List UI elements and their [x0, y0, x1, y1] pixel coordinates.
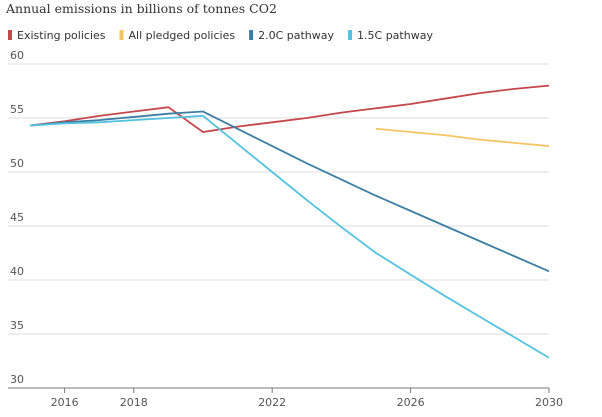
y-tick-label: 35 [10, 319, 24, 332]
y-tick-label: 40 [10, 265, 24, 278]
y-tick-label: 45 [10, 211, 24, 224]
series-line [29, 114, 550, 359]
series-line [29, 110, 550, 273]
series-line [375, 127, 550, 147]
y-tick-label: 55 [10, 103, 24, 116]
x-tick-label: 2022 [258, 396, 286, 409]
legend-label: 2.0C pathway [258, 29, 334, 42]
legend-label: All pledged policies [129, 29, 236, 42]
chart-title: Annual emissions in billions of tonnes C… [5, 1, 277, 16]
legend-swatch [119, 30, 124, 40]
series-line [29, 84, 550, 133]
legend-swatch [8, 30, 12, 40]
y-tick-label: 30 [10, 373, 24, 386]
legend-label: 1.5C pathway [357, 29, 433, 42]
x-tick-label: 2030 [535, 396, 563, 409]
y-tick-label: 50 [10, 157, 24, 170]
x-tick-label: 2026 [397, 396, 425, 409]
legend-swatch [348, 30, 353, 40]
legend-label: Existing policies [17, 29, 106, 42]
x-tick-label: 2016 [51, 396, 79, 409]
legend-swatch [249, 30, 254, 40]
x-tick-label: 2018 [120, 396, 148, 409]
y-tick-label: 60 [10, 49, 24, 62]
